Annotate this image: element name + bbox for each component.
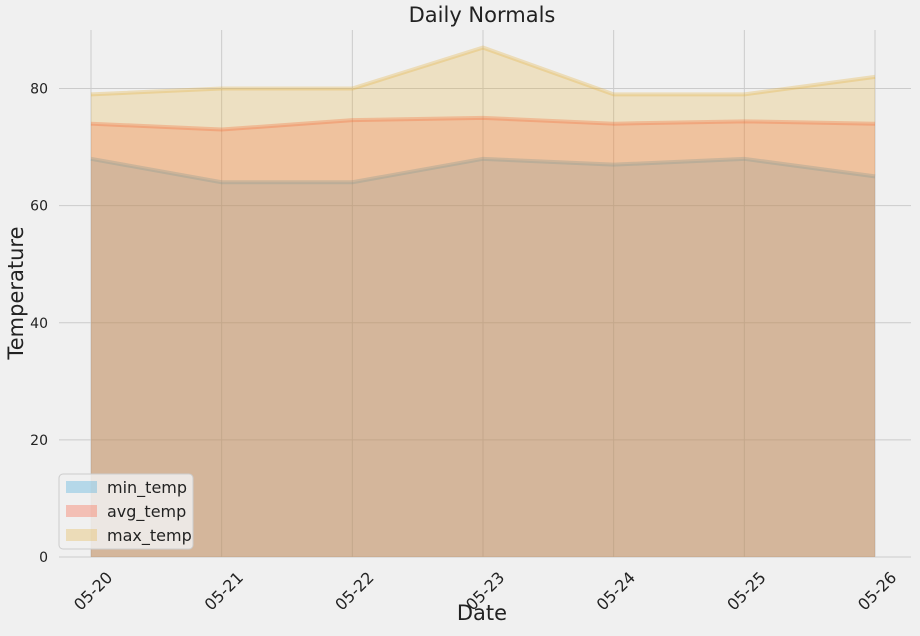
x-tick-label: 05-21 [201,568,247,614]
legend: min_temp avg_temp max_temp [58,473,194,550]
legend-swatch-max_temp [66,529,97,541]
y-tick-label: 20 [30,433,48,449]
legend-label-max_temp: max_temp [107,526,192,546]
y-tick-label: 80 [30,82,48,98]
line-min_temp [90,156,876,185]
x-tick-label: 05-25 [723,568,769,614]
y-tick-label: 60 [30,199,48,215]
x-axis-label: Date [457,601,507,625]
x-tick-label: 05-22 [331,568,377,614]
line-avg_temp [90,115,876,132]
area-layer [90,45,876,558]
area-min_temp [91,158,875,558]
legend-label-avg_temp: avg_temp [107,502,186,522]
x-tick-label: 05-26 [854,568,900,614]
legend-label-min_temp: min_temp [107,478,187,498]
area-max_temp [91,47,875,558]
x-tick-label: 05-20 [70,568,116,614]
legend-box [58,473,194,550]
chart-title: Daily Normals [409,3,556,27]
y-axis-label: Temperature [4,226,28,360]
y-tick-label: 40 [30,316,48,332]
line-max_temp [90,45,876,97]
legend-swatch-avg_temp [66,505,97,517]
y-tick-label: 0 [39,550,48,566]
area-avg_temp [91,117,875,557]
grid-layer [59,30,911,558]
x-tick-label: 05-24 [593,568,639,614]
legend-swatch-min_temp [66,481,97,493]
